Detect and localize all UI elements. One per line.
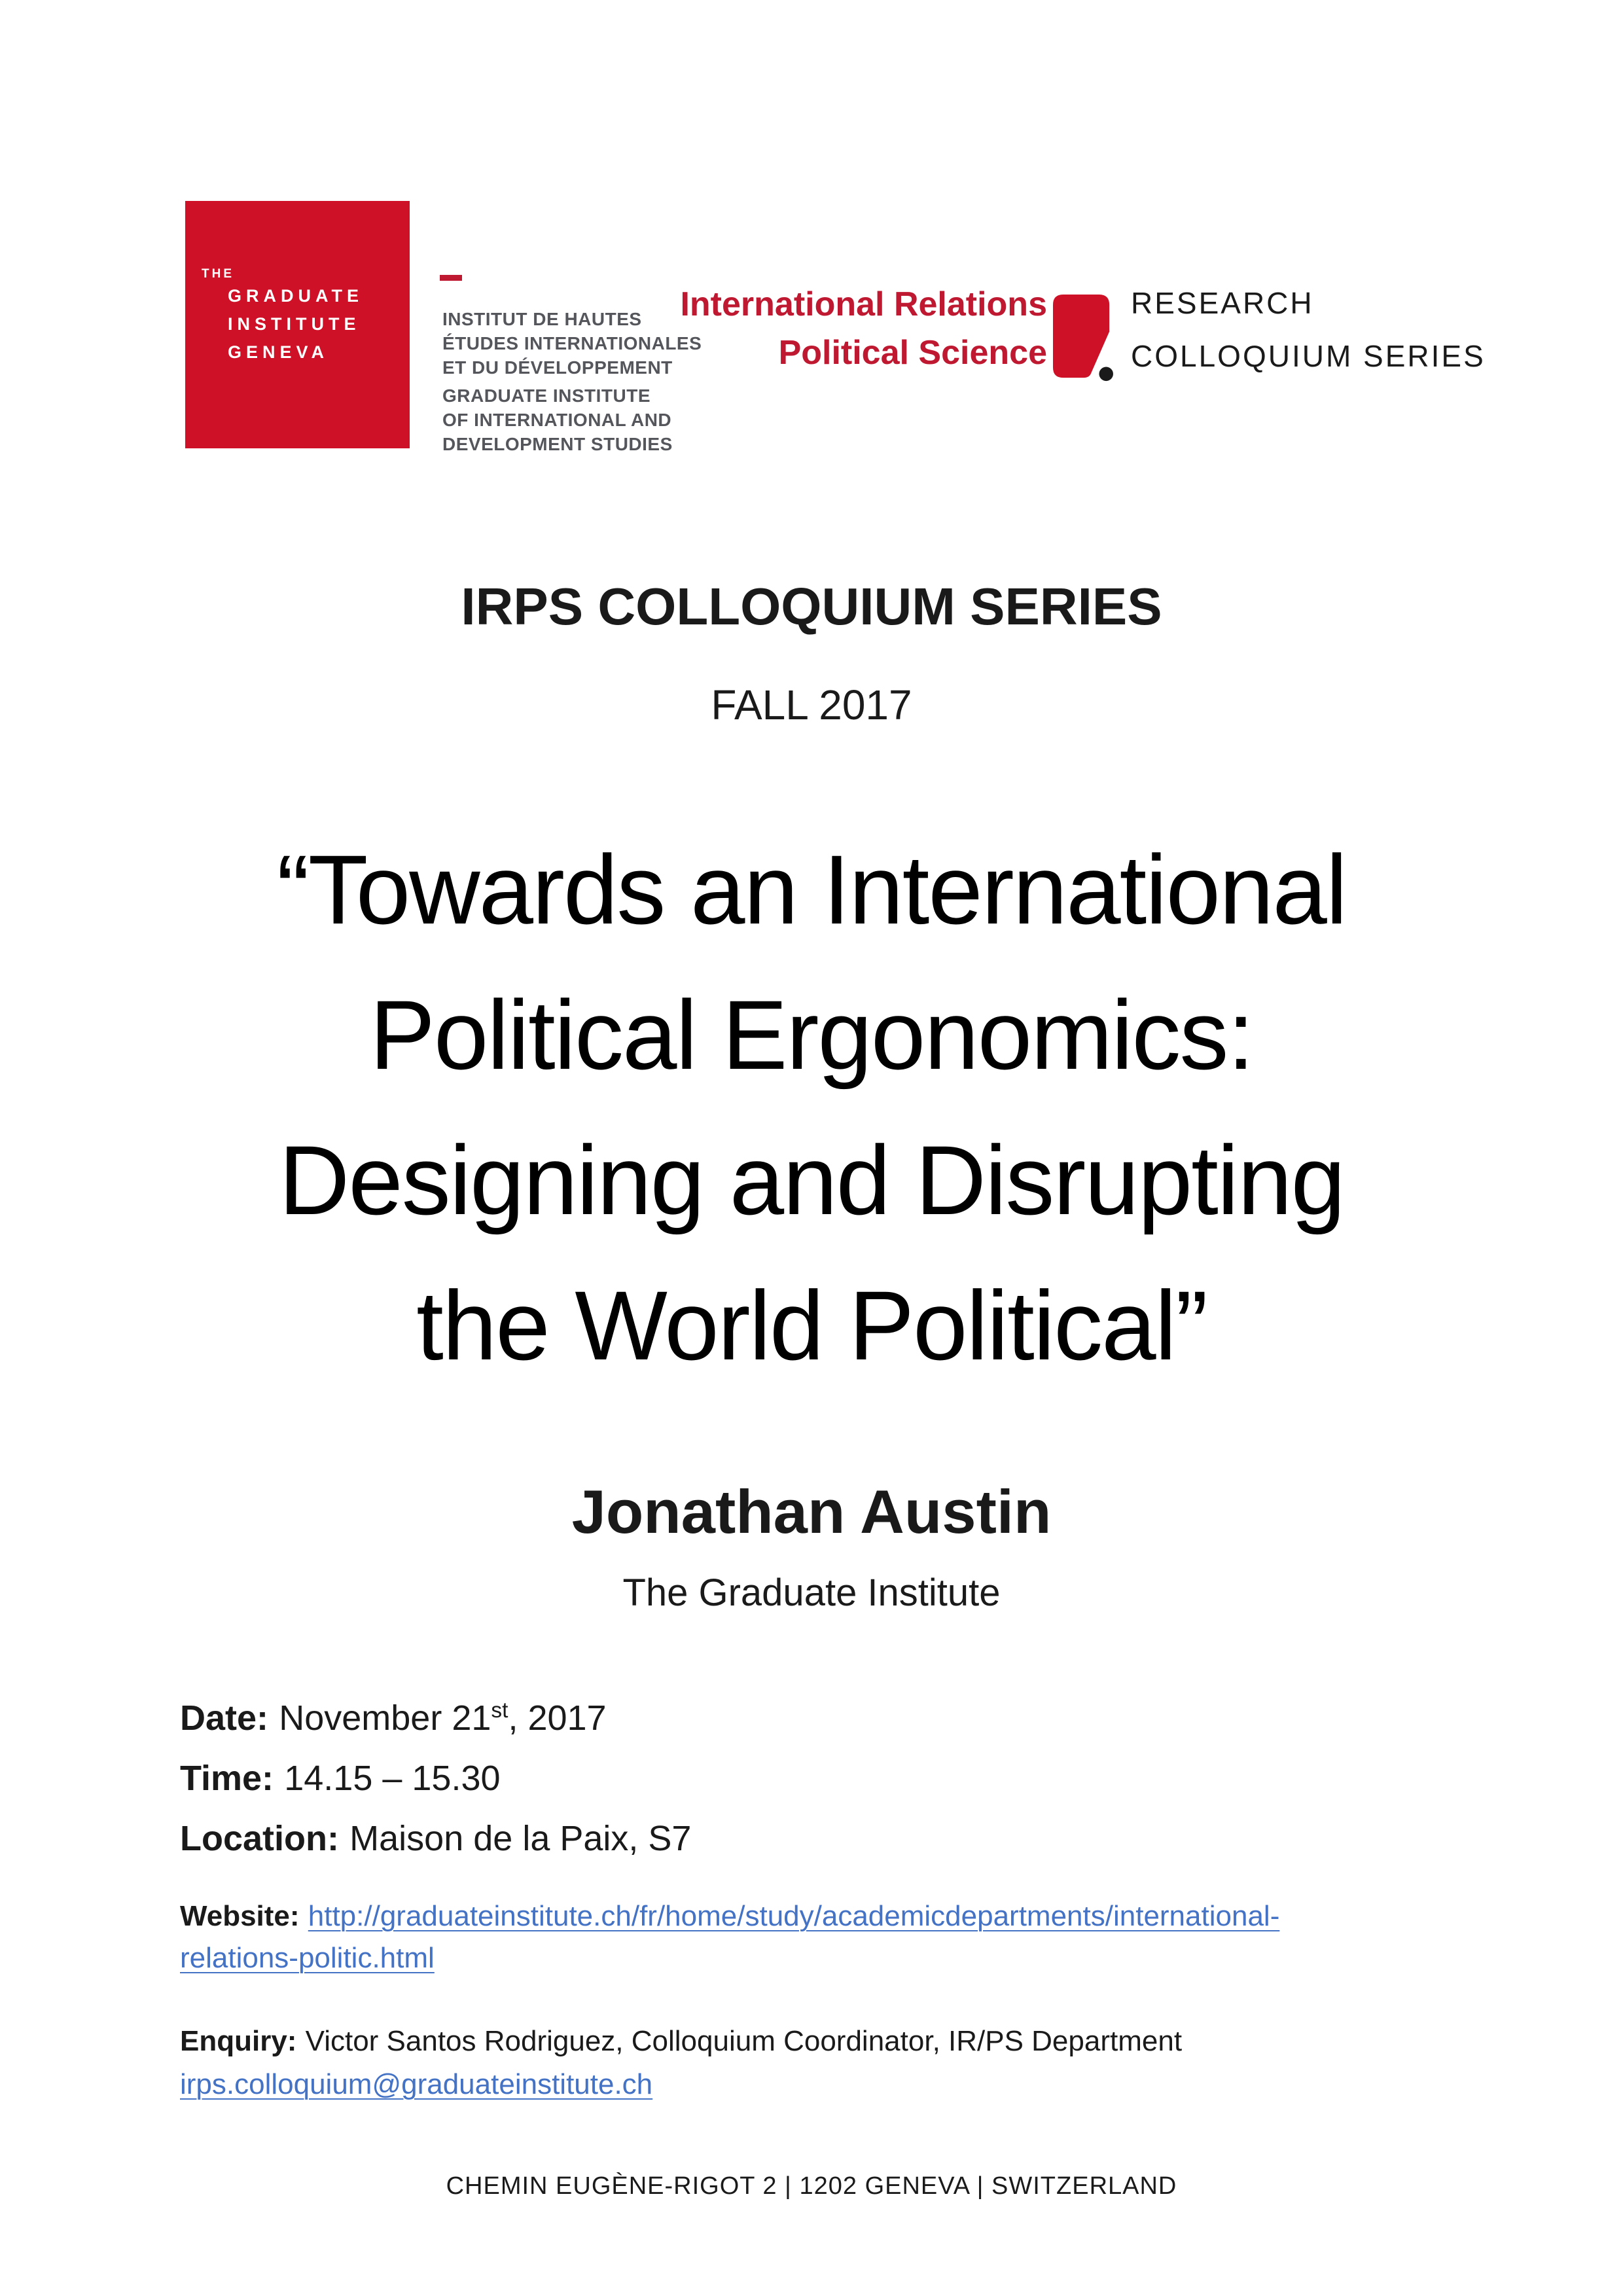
speaker-affiliation: The Graduate Institute — [622, 1571, 1001, 1614]
series-colloquium-label: COLLOQUIUM SERIES — [1131, 339, 1486, 373]
department-wordmark: International Relations Political Scienc… — [680, 280, 1047, 377]
institute-en-line2: OF INTERNATIONAL AND — [442, 410, 672, 430]
logo-line-institute: INSTITUTE — [228, 314, 361, 334]
talk-title-line3: Designing and Disrupting — [278, 1125, 1346, 1235]
season-label: FALL 2017 — [711, 681, 912, 728]
location-label: Location: — [180, 1819, 339, 1858]
website-link-line2[interactable]: relations-politic.html — [180, 1942, 435, 1974]
talk-title-line1: “Towards an International — [276, 834, 1347, 944]
colloquium-series-logo-icon — [1052, 294, 1113, 382]
series-research-label: RESEARCH — [1131, 286, 1314, 320]
enquiry-label: Enquiry: — [180, 2025, 297, 2057]
website-link[interactable]: http://graduateinstitute.ch/fr/home/stud… — [180, 1900, 1279, 1974]
logo-line-geneva: GENEVA — [228, 342, 329, 362]
date-label: Date: — [180, 1698, 269, 1738]
date-row: Date: November 21st, 2017 — [180, 1681, 691, 1748]
talk-title-line2: Political Ergonomics: — [369, 980, 1255, 1090]
graduate-institute-logo: THE GRADUATE INSTITUTE GENEVA — [185, 201, 410, 448]
research-colloquium-wordmark: RESEARCH COLLOQUIUM SERIES — [1131, 277, 1486, 383]
website-label: Website: — [180, 1900, 300, 1932]
institute-name-french: INSTITUT DE HAUTES ÉTUDES INTERNATIONALE… — [442, 307, 702, 380]
series-heading: IRPS COLLOQUIUM SERIES — [461, 577, 1162, 636]
website-section: Website: http://graduateinstitute.ch/fr/h… — [180, 1895, 1443, 1979]
logo-dash-icon — [440, 275, 462, 281]
logo-wordmark: GRADUATE INSTITUTE GENEVA — [228, 282, 410, 367]
location-value: Maison de la Paix, S7 — [349, 1819, 692, 1858]
event-details: Date: November 21st, 2017 Time: 14.15 – 15… — [180, 1681, 691, 1869]
logo-the-label: THE — [202, 267, 234, 281]
enquiry-text: Victor Santos Rodriguez, Colloquium Coor… — [305, 2025, 1183, 2057]
date-ordinal-superscript: st — [491, 1698, 508, 1723]
date-value: November 21 — [279, 1698, 491, 1738]
talk-title: “Towards an International Political Ergo… — [0, 817, 1623, 1398]
institute-en-line1: GRADUATE INSTITUTE — [442, 386, 651, 406]
website-link-line1[interactable]: http://graduateinstitute.ch/fr/home/stud… — [308, 1900, 1280, 1932]
date-year: , 2017 — [508, 1698, 607, 1738]
enquiry-section: Enquiry: Victor Santos Rodriguez, Colloqu… — [180, 2020, 1443, 2106]
dept-international-relations: International Relations — [680, 285, 1047, 323]
dept-political-science: Political Science — [778, 334, 1047, 372]
institute-fr-line3: ET DU DÉVELOPPEMENT — [442, 357, 673, 378]
location-row: Location: Maison de la Paix, S7 — [180, 1808, 691, 1869]
time-label: Time: — [180, 1759, 274, 1798]
institute-fr-line2: ÉTUDES INTERNATIONALES — [442, 333, 702, 353]
institute-names: INSTITUT DE HAUTES ÉTUDES INTERNATIONALE… — [442, 307, 702, 456]
footer-address: CHEMIN EUGÈNE-RIGOT 2 | 1202 GENEVA | SW… — [446, 2172, 1177, 2200]
time-value: 14.15 – 15.30 — [284, 1759, 501, 1798]
institute-fr-line1: INSTITUT DE HAUTES — [442, 309, 642, 329]
speaker-name: Jonathan Austin — [571, 1477, 1052, 1546]
logo-line-graduate: GRADUATE — [228, 286, 363, 306]
time-row: Time: 14.15 – 15.30 — [180, 1748, 691, 1808]
institute-en-line3: DEVELOPMENT STUDIES — [442, 434, 673, 454]
institute-name-english: GRADUATE INSTITUTE OF INTERNATIONAL AND … — [442, 384, 702, 456]
enquiry-email-link[interactable]: irps.colloquium@graduateinstitute.ch — [180, 2068, 653, 2100]
talk-title-line4: the World Political” — [416, 1270, 1208, 1380]
